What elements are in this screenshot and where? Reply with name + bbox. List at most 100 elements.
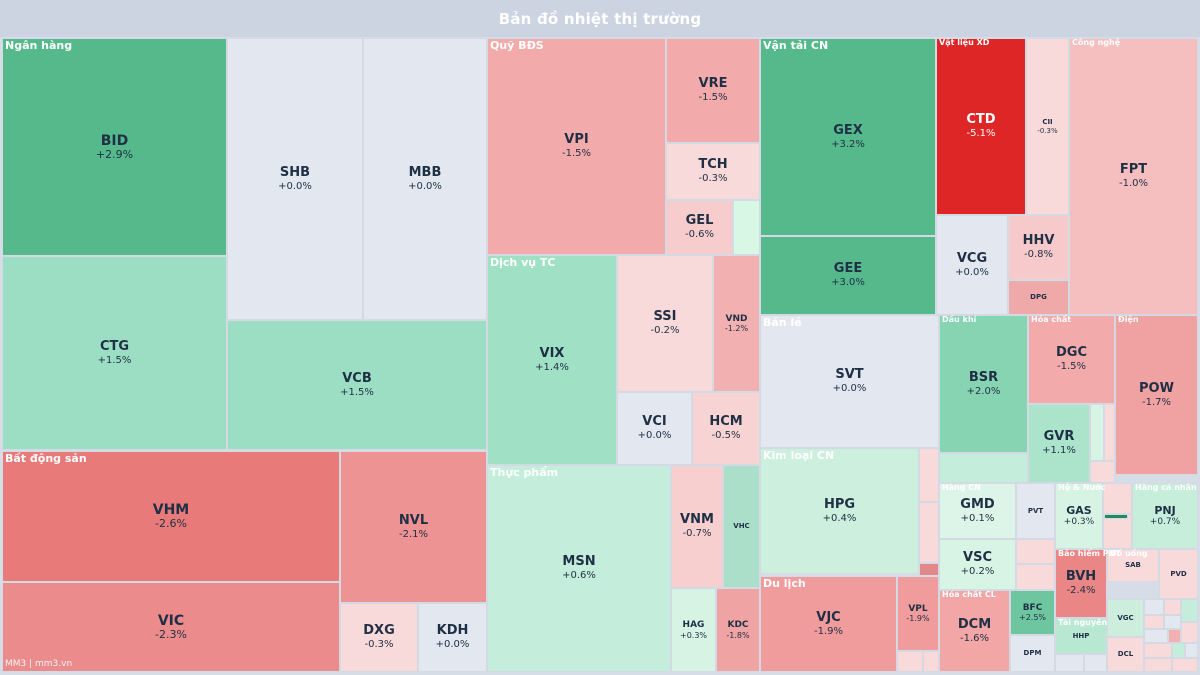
minor-ticker-tile[interactable]	[1185, 643, 1198, 658]
ticker-tile-vjc[interactable]: VJC -1.9%	[760, 576, 897, 672]
minor-ticker-tile[interactable]	[1164, 615, 1181, 629]
ticker-tile-vcg[interactable]: VCG +0.0%	[936, 215, 1008, 315]
ticker-change: +0.4%	[822, 512, 857, 524]
ticker-tile-cii[interactable]: CII -0.3%	[1026, 38, 1069, 215]
ticker-tile-vhm[interactable]: VHM -2.6%	[2, 451, 340, 582]
ticker-tile-tch[interactable]: TCH -0.3%	[666, 143, 760, 200]
ticker-symbol: NVL	[398, 512, 429, 528]
minor-ticker-tile[interactable]	[1181, 599, 1198, 622]
ticker-tile-dgc[interactable]: DGC -1.5%	[1028, 315, 1115, 404]
minor-ticker-tile[interactable]	[1144, 615, 1164, 629]
minor-ticker-tile[interactable]	[1084, 654, 1107, 672]
minor-ticker-tile[interactable]	[1172, 643, 1185, 658]
minor-ticker-tile[interactable]	[1016, 539, 1055, 564]
ticker-tile-gex[interactable]: GEX +3.2%	[760, 38, 936, 236]
minor-ticker-tile[interactable]	[1172, 658, 1198, 672]
ticker-tile-kdc[interactable]: KDC -1.8%	[716, 588, 760, 672]
ticker-tile-msn[interactable]: MSN +0.6%	[487, 465, 671, 672]
ticker-tile-hhv[interactable]: HHV -0.8%	[1008, 215, 1069, 280]
minor-ticker-tile[interactable]	[919, 563, 939, 576]
ticker-tile-ctd[interactable]: CTD -5.1%	[936, 38, 1026, 215]
ticker-tile-vpi[interactable]: VPI -1.5%	[487, 38, 666, 255]
ticker-change: +0.7%	[1149, 517, 1181, 528]
ticker-tile-bid[interactable]: BID +2.9%	[2, 38, 227, 256]
ticker-tile-vhc[interactable]: VHC	[723, 465, 760, 588]
ticker-tile-pnj[interactable]: PNJ +0.7%	[1132, 483, 1198, 549]
ticker-tile-gee[interactable]: GEE +3.0%	[760, 236, 936, 315]
ticker-tile-shb[interactable]: SHB +0.0%	[227, 38, 363, 320]
ticker-tile-kdh[interactable]: KDH +0.0%	[418, 603, 487, 672]
ticker-change: +0.0%	[637, 430, 672, 442]
minor-ticker-tile[interactable]	[1090, 404, 1104, 461]
ticker-tile-svt[interactable]: SVT +0.0%	[760, 315, 939, 448]
ticker-tile-dxg[interactable]: DXG -0.3%	[340, 603, 418, 672]
ticker-tile-gel[interactable]: GEL -0.6%	[666, 200, 733, 255]
ticker-tile-dpm[interactable]: DPM	[1010, 635, 1055, 672]
ticker-tile-hpg[interactable]: HPG +0.4%	[760, 448, 919, 574]
ticker-tile-vix[interactable]: VIX +1.4%	[487, 255, 617, 465]
minor-ticker-tile[interactable]	[1181, 622, 1198, 643]
ticker-tile-sab[interactable]: SAB	[1107, 549, 1159, 582]
minor-ticker-tile[interactable]	[1055, 654, 1084, 672]
ticker-symbol: CTD	[966, 112, 996, 128]
ticker-tile-vsc[interactable]: VSC +0.2%	[939, 539, 1016, 590]
minor-ticker-tile[interactable]	[1168, 629, 1181, 643]
ticker-symbol: GEL	[685, 213, 714, 229]
ticker-tile-ssi[interactable]: SSI -0.2%	[617, 255, 713, 392]
minor-ticker-tile[interactable]	[733, 200, 760, 255]
ticker-tile-dpg[interactable]: DPG	[1008, 280, 1069, 315]
ticker-tile-bfc[interactable]: BFC +2.5%	[1010, 590, 1055, 635]
ticker-tile-mbb[interactable]: MBB +0.0%	[363, 38, 487, 320]
ticker-symbol: GEX	[833, 122, 863, 138]
ticker-tile-bsr[interactable]: BSR +2.0%	[939, 315, 1028, 453]
ticker-tile-vpl[interactable]: VPL -1.9%	[897, 576, 939, 651]
ticker-tile-gmd[interactable]: GMD +0.1%	[939, 483, 1016, 539]
ticker-tile-vnm[interactable]: VNM -0.7%	[671, 465, 723, 588]
minor-ticker-tile[interactable]	[1144, 643, 1172, 658]
minor-ticker-tile[interactable]	[939, 453, 1028, 483]
minor-ticker-tile[interactable]	[1016, 564, 1055, 590]
ticker-tile-gvr[interactable]: GVR +1.1%	[1028, 404, 1090, 483]
page-title: Bản đồ nhiệt thị trường	[498, 9, 702, 28]
ticker-tile-pow[interactable]: POW -1.7%	[1115, 315, 1198, 475]
ticker-change: -2.4%	[1066, 585, 1096, 597]
ticker-change: -1.7%	[1141, 396, 1171, 408]
ticker-tile-fpt[interactable]: FPT -1.0%	[1069, 38, 1198, 315]
ticker-tile-bvh[interactable]: BVH -2.4%	[1055, 549, 1107, 618]
ticker-tile-vre[interactable]: VRE -1.5%	[666, 38, 760, 143]
minor-ticker-tile[interactable]	[1103, 483, 1132, 514]
ticker-symbol: SAB	[1125, 561, 1141, 570]
ticker-tile-hhp[interactable]: HHP	[1055, 618, 1107, 654]
minor-ticker-tile[interactable]	[897, 651, 923, 672]
ticker-tile-vic[interactable]: VIC -2.3%	[2, 582, 340, 672]
minor-ticker-tile[interactable]	[1164, 599, 1181, 615]
ticker-tile-hag[interactable]: HAG +0.3%	[671, 588, 716, 672]
ticker-tile-vnd[interactable]: VND -1.2%	[713, 255, 760, 392]
ticker-tile-ctg[interactable]: CTG +1.5%	[2, 256, 227, 450]
minor-ticker-tile[interactable]	[1144, 599, 1164, 615]
minor-ticker-tile[interactable]	[1104, 514, 1128, 519]
minor-ticker-tile[interactable]	[923, 651, 939, 672]
ticker-change: +0.1%	[960, 512, 995, 524]
ticker-tile-pvd[interactable]: PVD	[1159, 549, 1198, 599]
ticker-tile-nvl[interactable]: NVL -2.1%	[340, 451, 487, 603]
minor-ticker-tile[interactable]	[919, 448, 939, 502]
ticker-change: +3.2%	[831, 138, 865, 150]
ticker-tile-vcb[interactable]: VCB +1.5%	[227, 320, 487, 450]
ticker-symbol: VGC	[1117, 613, 1134, 622]
minor-ticker-tile[interactable]	[1103, 514, 1132, 549]
minor-ticker-tile[interactable]	[919, 502, 939, 563]
minor-ticker-tile[interactable]	[1090, 461, 1115, 483]
minor-ticker-tile[interactable]	[1144, 658, 1172, 672]
ticker-tile-vgc[interactable]: VGC	[1107, 599, 1144, 637]
ticker-symbol: VRE	[698, 76, 728, 92]
ticker-tile-dcm[interactable]: DCM -1.6%	[939, 590, 1010, 672]
minor-ticker-tile[interactable]	[1144, 629, 1168, 643]
ticker-tile-dcl[interactable]: DCL	[1107, 637, 1144, 672]
ticker-tile-vci[interactable]: VCI +0.0%	[617, 392, 692, 465]
ticker-symbol: DCM	[957, 616, 992, 632]
ticker-tile-hcm[interactable]: HCM -0.5%	[692, 392, 760, 465]
ticker-tile-gas[interactable]: GAS +0.3%	[1055, 483, 1103, 549]
minor-ticker-tile[interactable]	[1104, 404, 1115, 461]
ticker-tile-pvt[interactable]: PVT	[1016, 483, 1055, 539]
